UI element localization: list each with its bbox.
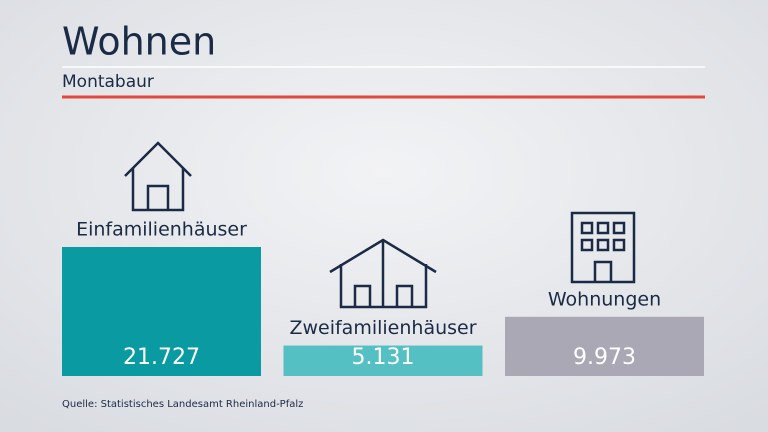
accent-line	[62, 95, 705, 99]
category-label: Wohnungen	[548, 288, 661, 310]
chart-subtitle: Montabaur	[62, 72, 154, 92]
value-label: 5.131	[352, 345, 415, 370]
value-label: 21.727	[123, 345, 200, 370]
house-icon	[124, 141, 192, 212]
bar	[283, 345, 483, 376]
source-note: Quelle: Statistisches Landesamt Rheinlan…	[62, 399, 303, 410]
category-label: Einfamilienhäuser	[76, 219, 247, 241]
chart-title: Wohnen	[62, 20, 216, 64]
apartment-icon	[570, 211, 636, 284]
bar	[505, 316, 704, 376]
category-label: Zweifamilienhäuser	[289, 317, 476, 339]
value-label: 9.973	[573, 345, 636, 370]
double-house-icon	[329, 238, 437, 309]
bar	[62, 247, 261, 376]
